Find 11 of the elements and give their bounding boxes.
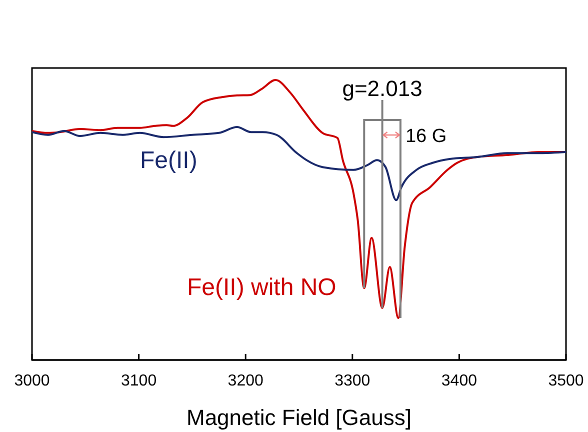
- series-label: Fe(II) with NO: [187, 274, 336, 301]
- x-tick-label: 3100: [121, 372, 157, 390]
- x-tick-label: 3000: [14, 372, 50, 390]
- annotation: 16 G: [405, 126, 447, 147]
- x-tick-label: 3200: [228, 372, 264, 390]
- annotation: g=2.013: [342, 76, 422, 101]
- x-tick-label: 3300: [334, 372, 370, 390]
- x-axis-title: Magnetic Field [Gauss]: [186, 405, 412, 430]
- series-label: Fe(II): [140, 147, 198, 174]
- x-tick-label: 3500: [548, 372, 584, 390]
- x-tick-label: 3400: [441, 372, 478, 390]
